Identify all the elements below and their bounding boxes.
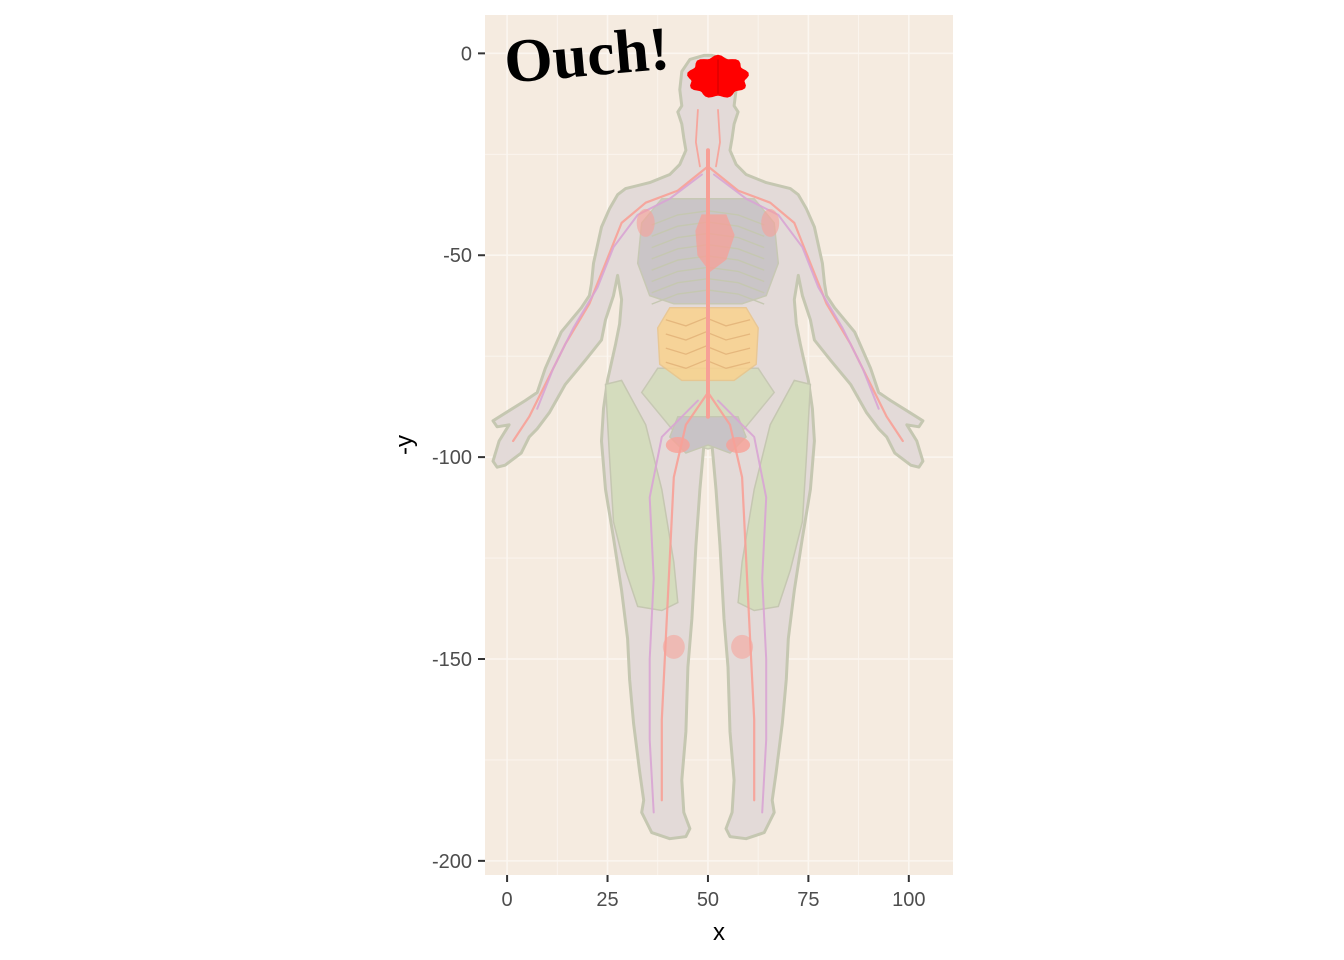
intestine-fold xyxy=(665,345,751,355)
intestine-fold xyxy=(665,331,751,341)
rib xyxy=(651,278,709,294)
rib xyxy=(707,278,765,294)
blood-vessel xyxy=(706,165,904,443)
shoulder-joint xyxy=(636,208,655,237)
blood-vessel xyxy=(512,165,710,443)
x-tick-label: 25 xyxy=(596,889,618,911)
thigh-muscle xyxy=(604,379,679,612)
blood-vessel xyxy=(660,391,710,802)
rib xyxy=(707,266,765,283)
heart xyxy=(695,214,735,273)
blood-vessel xyxy=(695,109,701,168)
intestine-fold xyxy=(665,359,751,369)
ouch-annotation: Ouch! xyxy=(502,15,673,97)
pelvic-organ xyxy=(726,437,751,453)
rib xyxy=(707,289,765,305)
brain-highlight xyxy=(687,54,749,98)
blood-vessel xyxy=(706,391,756,802)
y-axis-title: -y xyxy=(391,435,418,455)
x-tick-label: 50 xyxy=(697,889,719,911)
blood-vessel xyxy=(536,173,703,410)
y-tick-label: 0 xyxy=(461,43,472,65)
rib xyxy=(651,255,709,271)
y-tick-label: -50 xyxy=(443,245,472,267)
blood-vessel xyxy=(648,399,699,814)
blood-vessel xyxy=(713,173,880,410)
rib xyxy=(707,210,765,226)
blood-vessel xyxy=(717,399,768,814)
intestine-fold xyxy=(665,317,751,327)
x-tick-label: 0 xyxy=(502,889,513,911)
x-axis: 0 25 50 75 100 xyxy=(502,875,925,911)
y-tick-label: -150 xyxy=(432,649,472,671)
blood-vessel xyxy=(715,109,721,168)
rib xyxy=(651,289,709,305)
knee xyxy=(662,634,685,659)
x-tick-label: 100 xyxy=(892,889,925,911)
x-axis-title: x xyxy=(713,919,725,946)
thigh-muscle xyxy=(737,379,812,612)
shoulder-joint xyxy=(761,208,780,237)
y-tick-label: -200 xyxy=(432,851,472,873)
y-axis: 0 -50 -100 -150 -200 xyxy=(432,43,485,873)
x-tick-label: 75 xyxy=(797,889,819,911)
knee xyxy=(731,634,754,659)
y-tick-label: -100 xyxy=(432,447,472,469)
rib xyxy=(651,266,709,283)
pelvic-organ xyxy=(665,437,690,453)
human-body-figure xyxy=(491,53,925,841)
rib xyxy=(651,221,709,237)
rib xyxy=(651,210,709,226)
